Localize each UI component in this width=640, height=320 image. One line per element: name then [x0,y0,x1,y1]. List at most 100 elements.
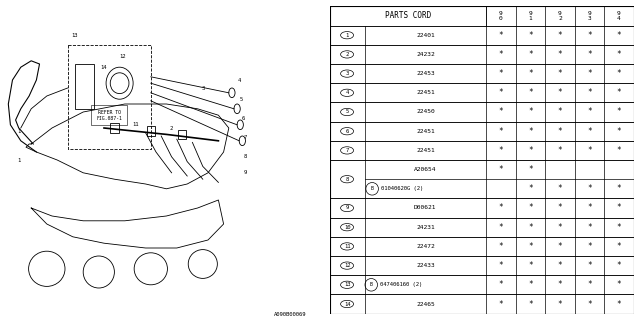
Text: *: * [557,300,562,308]
Text: 9
0: 9 0 [499,11,503,21]
Text: *: * [528,165,532,174]
Text: *: * [616,31,621,40]
Text: 14: 14 [100,65,108,70]
Text: *: * [616,261,621,270]
Text: *: * [587,127,592,136]
Text: *: * [557,204,562,212]
Text: 3: 3 [346,71,349,76]
Text: 14: 14 [344,301,350,307]
Text: 4: 4 [237,77,241,83]
Text: 7: 7 [346,148,349,153]
Text: 24232: 24232 [416,52,435,57]
Text: 13: 13 [344,282,350,287]
Text: A20654: A20654 [414,167,436,172]
Text: *: * [499,280,503,289]
Text: 8: 8 [346,177,349,182]
Text: 24231: 24231 [416,225,435,230]
Text: *: * [587,50,592,59]
Text: 22465: 22465 [416,301,435,307]
Text: 7: 7 [244,135,247,140]
Text: 5: 5 [239,97,243,102]
Text: 1: 1 [346,33,349,38]
Text: 9: 9 [244,170,247,175]
Text: *: * [528,146,532,155]
Text: 4: 4 [346,90,349,95]
Text: *: * [499,242,503,251]
Text: *: * [587,184,592,193]
Text: *: * [499,31,503,40]
Text: *: * [616,204,621,212]
Text: D00621: D00621 [414,205,436,211]
Text: 12: 12 [344,263,350,268]
Text: *: * [528,127,532,136]
Text: 9
1: 9 1 [529,11,532,21]
Text: *: * [528,280,532,289]
Text: *: * [528,184,532,193]
Text: *: * [528,88,532,97]
Text: 13: 13 [72,33,78,38]
Bar [178,130,186,139]
Text: 22453: 22453 [416,71,435,76]
Text: *: * [528,50,532,59]
Text: *: * [616,127,621,136]
Text: *: * [557,50,562,59]
Text: *: * [616,242,621,251]
Text: 2: 2 [170,125,173,131]
Text: *: * [587,108,592,116]
Text: *: * [528,31,532,40]
Text: *: * [528,204,532,212]
Text: *: * [528,69,532,78]
Text: *: * [499,165,503,174]
Text: *: * [528,261,532,270]
Text: *: * [499,146,503,155]
Text: 22472: 22472 [416,244,435,249]
Text: 1: 1 [17,157,20,163]
Text: *: * [557,223,562,232]
Text: *: * [557,69,562,78]
Text: *: * [557,108,562,116]
Text: 047406160 (2): 047406160 (2) [380,282,422,287]
Text: *: * [499,69,503,78]
Text: 5: 5 [346,109,349,115]
Text: *: * [616,184,621,193]
Text: REFER TO
FIG.087-1: REFER TO FIG.087-1 [96,110,122,121]
Text: 3: 3 [201,85,204,91]
Text: *: * [587,88,592,97]
Text: *: * [499,261,503,270]
Text: 6: 6 [242,116,245,121]
Text: A090B00069: A090B00069 [275,312,307,317]
Text: 22451: 22451 [416,90,435,95]
Text: 9: 9 [346,205,349,211]
Text: *: * [587,242,592,251]
Text: *: * [528,300,532,308]
Text: *: * [557,88,562,97]
Text: 11: 11 [132,122,138,127]
Text: *: * [587,69,592,78]
Text: 11: 11 [344,244,350,249]
Bar [68,45,151,149]
Text: *: * [499,300,503,308]
Text: *: * [587,204,592,212]
Text: 22450: 22450 [416,109,435,115]
Text: *: * [557,184,562,193]
Text: 6: 6 [346,129,349,134]
Text: *: * [499,50,503,59]
Text: PARTS CORD: PARTS CORD [385,12,431,20]
Text: *: * [616,50,621,59]
Text: *: * [587,146,592,155]
Text: *: * [499,108,503,116]
Text: *: * [616,223,621,232]
Text: *: * [499,204,503,212]
Text: *: * [587,280,592,289]
Text: *: * [616,300,621,308]
Text: 2: 2 [346,52,349,57]
Text: *: * [587,31,592,40]
Text: 22451: 22451 [416,148,435,153]
Text: 01040620G (2): 01040620G (2) [381,186,424,191]
Text: 10: 10 [344,225,350,230]
Text: *: * [616,88,621,97]
Text: *: * [557,280,562,289]
Bar [75,64,93,109]
Text: 22401: 22401 [416,33,435,38]
Text: 8: 8 [244,154,247,159]
